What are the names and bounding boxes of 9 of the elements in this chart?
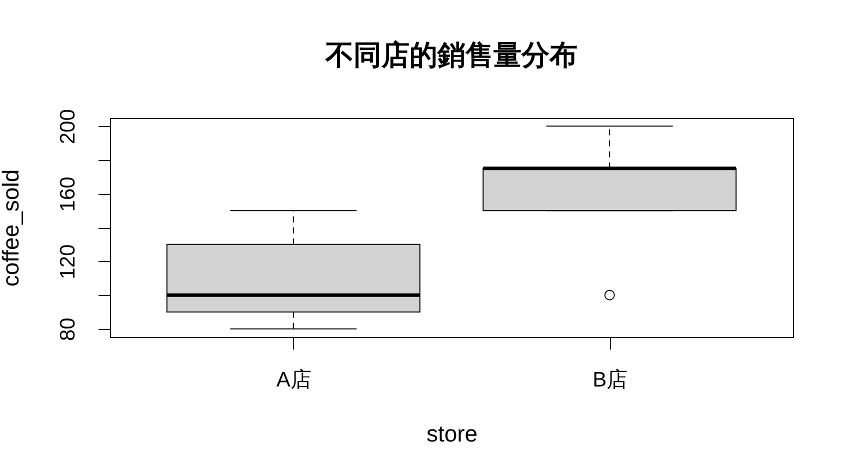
y-tick-label: 160 [56,176,80,212]
y-tick-label: 80 [56,318,80,342]
y-tick-label: 200 [56,109,80,144]
chart-title: 不同店的銷售量分布 [324,40,578,71]
x-tick-label: B店 [592,368,628,392]
y-tick-label: 120 [56,244,80,280]
y-axis-title: coffee_sold [0,169,24,287]
x-axis-title: store [426,420,478,446]
x-tick-label: A店 [276,368,312,392]
